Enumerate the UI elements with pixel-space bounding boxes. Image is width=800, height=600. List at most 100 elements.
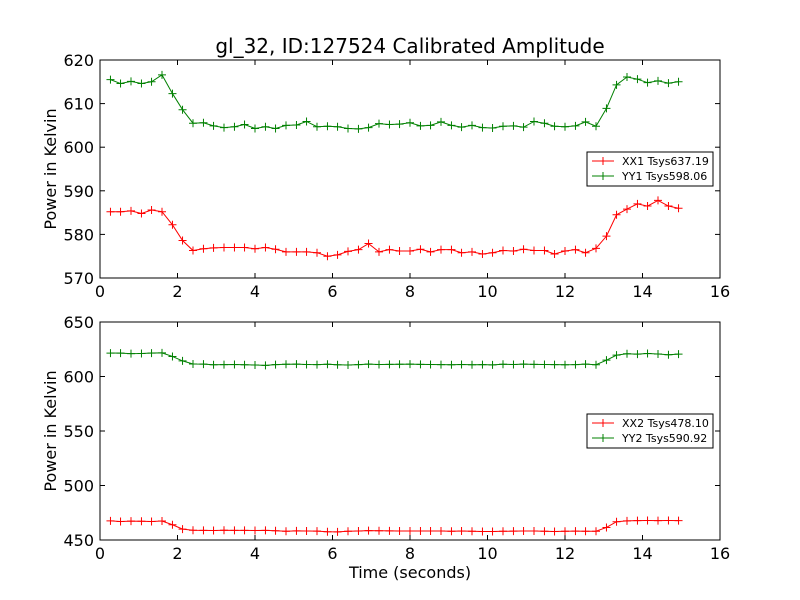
- data-point: [571, 360, 580, 369]
- x-tick-label: 16: [710, 282, 730, 301]
- legend-swatch-marker: [599, 419, 607, 427]
- data-point: [561, 246, 569, 255]
- x-tick-label: 12: [555, 544, 575, 563]
- data-point: [530, 117, 538, 126]
- x-tick-label: 8: [405, 544, 415, 563]
- data-point: [323, 527, 332, 536]
- legend-swatch-marker: [599, 157, 607, 165]
- data-point: [592, 527, 600, 536]
- data-point: [468, 121, 476, 130]
- data-point: [116, 207, 125, 216]
- data-point: [116, 79, 125, 88]
- legend: XX1 Tsys637.19 YY1 Tsys598.06: [586, 151, 714, 187]
- data-point: [354, 124, 363, 133]
- data-point: [323, 360, 332, 369]
- y-tick-label: 650: [63, 313, 94, 332]
- data-point: [540, 527, 549, 536]
- x-tick-label: 10: [477, 282, 497, 301]
- data-point: [499, 122, 507, 131]
- x-tick-label: 16: [710, 544, 730, 563]
- data-point: [240, 120, 249, 129]
- data-point: [550, 527, 559, 536]
- data-point: [168, 89, 177, 98]
- data-point: [333, 527, 342, 536]
- data-point: [592, 122, 600, 131]
- data-point: [344, 527, 352, 536]
- data-point: [571, 527, 580, 536]
- x-tick-label: 0: [95, 544, 105, 563]
- data-point: [395, 246, 404, 255]
- data-point: [612, 517, 621, 526]
- x-tick-label: 6: [327, 282, 337, 301]
- data-point: [602, 104, 611, 113]
- data-point: [623, 349, 631, 358]
- data-point: [168, 352, 177, 361]
- data-point: [581, 360, 590, 369]
- data-point: [633, 199, 642, 208]
- data-point: [261, 243, 270, 252]
- data-point: [333, 250, 342, 259]
- data-point: [385, 526, 394, 535]
- data-point: [209, 243, 218, 252]
- data-point: [209, 121, 218, 130]
- data-point: [571, 121, 580, 130]
- data-point: [499, 246, 507, 255]
- data-point: [488, 248, 497, 257]
- data-point: [561, 122, 569, 131]
- data-point: [499, 527, 507, 536]
- y-tick-label: 570: [63, 269, 94, 288]
- data-point: [540, 246, 549, 255]
- data-point: [530, 527, 538, 536]
- data-point: [509, 121, 518, 130]
- data-point: [623, 205, 631, 214]
- y-tick-label: 600: [63, 368, 94, 387]
- data-point: [375, 119, 383, 128]
- data-point: [209, 360, 218, 369]
- data-point: [127, 206, 135, 215]
- data-point: [664, 79, 673, 88]
- x-tick-label: 14: [632, 282, 652, 301]
- y-tick-label: 450: [63, 531, 94, 550]
- data-point: [643, 202, 652, 211]
- data-point: [623, 516, 631, 525]
- x-tick-label: 4: [250, 544, 260, 563]
- data-point: [509, 246, 518, 255]
- data-point: [282, 527, 290, 536]
- data-point: [127, 517, 135, 526]
- data-point: [313, 122, 321, 131]
- data-point: [530, 246, 538, 255]
- y-tick-label: 600: [63, 138, 94, 157]
- data-point: [313, 248, 321, 257]
- data-point: [302, 360, 311, 369]
- x-tick-label: 0: [95, 282, 105, 301]
- legend: XX2 Tsys478.10 YY2 Tsys590.92: [586, 413, 714, 449]
- data-point: [581, 248, 590, 257]
- data-point: [364, 526, 373, 535]
- x-tick-label: 2: [172, 282, 182, 301]
- top-plot: 0 2 4 6 8 10 12 14 16 570 580 590 600 610 620 Power in …: [41, 51, 730, 301]
- x-axis-label: Time (seconds): [348, 563, 471, 582]
- data-point: [581, 527, 590, 536]
- x-tick-label: 10: [477, 544, 497, 563]
- data-point: [261, 122, 270, 131]
- data-point: [654, 196, 662, 205]
- data-point: [364, 239, 373, 248]
- data-point: [364, 123, 373, 132]
- y-tick-label: 500: [63, 477, 94, 496]
- data-point: [137, 349, 146, 358]
- data-point: [602, 523, 611, 532]
- data-point: [333, 122, 342, 131]
- data-point: [375, 247, 383, 256]
- x-tick-label: 6: [327, 544, 337, 563]
- data-point: [364, 360, 373, 369]
- data-point: [354, 245, 363, 254]
- data-point: [220, 526, 228, 535]
- data-point: [199, 526, 208, 535]
- data-point: [612, 351, 621, 360]
- data-point: [519, 245, 528, 254]
- data-point: [127, 349, 135, 358]
- data-point: [323, 122, 332, 131]
- data-point: [240, 243, 249, 252]
- data-point: [158, 348, 166, 357]
